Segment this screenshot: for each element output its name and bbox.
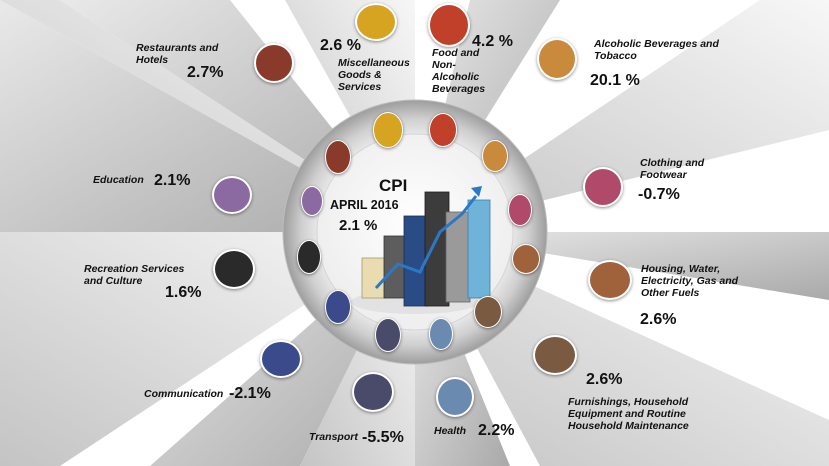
alcohol-label: Alcoholic Beverages and Tobacco bbox=[594, 38, 719, 62]
transport-change: -5.5% bbox=[362, 429, 404, 446]
communication-change: -2.1% bbox=[229, 385, 271, 402]
ring-housing-icon bbox=[512, 244, 540, 274]
health-change: 2.2% bbox=[478, 422, 515, 439]
education-label: Education bbox=[93, 174, 144, 186]
ring-alcohol-icon bbox=[482, 140, 508, 172]
ring-food-icon bbox=[429, 113, 457, 147]
health-photo-icon bbox=[436, 377, 474, 417]
recreation-photo-icon bbox=[213, 249, 255, 289]
clothing-change: -0.7% bbox=[638, 186, 680, 203]
ring-furnishings-icon bbox=[474, 296, 502, 328]
ring-restaurants-icon bbox=[325, 140, 351, 174]
ring-health-icon bbox=[429, 318, 453, 350]
ring-transport-icon bbox=[375, 318, 401, 352]
clothing-photo-icon bbox=[583, 167, 623, 207]
communication-photo-icon bbox=[260, 340, 302, 378]
food-photo-icon bbox=[428, 3, 470, 47]
ring-clothing-icon bbox=[508, 194, 532, 226]
transport-label: Transport bbox=[309, 431, 358, 443]
ring-education-icon bbox=[301, 186, 323, 216]
transport-photo-icon bbox=[352, 372, 394, 412]
center-overall-change: 2.1 % bbox=[339, 217, 378, 234]
ring-misc-icon bbox=[373, 112, 403, 148]
misc-photo-icon bbox=[355, 3, 397, 41]
health-label: Health bbox=[434, 425, 467, 437]
ring-recreation-icon bbox=[297, 240, 321, 274]
clothing-label: Clothing and Footwear bbox=[640, 157, 705, 181]
recreation-change: 1.6% bbox=[165, 284, 202, 301]
food-label: Food and Non-Alcoholic Beverages bbox=[432, 47, 486, 95]
restaurants-change: 2.7% bbox=[187, 64, 224, 81]
furnishings-photo-icon bbox=[533, 335, 577, 375]
misc-change: 2.6 % bbox=[320, 37, 361, 54]
cpi-bar-graphic-icon bbox=[361, 186, 491, 307]
education-photo-icon bbox=[212, 176, 252, 214]
communication-label: Communication bbox=[144, 388, 224, 400]
misc-label: Miscellaneous Goods & Services bbox=[338, 57, 410, 93]
recreation-label: Recreation Services and Culture bbox=[84, 263, 185, 287]
center-period: APRIL 2016 bbox=[330, 198, 399, 212]
housing-change: 2.6% bbox=[640, 311, 677, 328]
food-change: 4.2 % bbox=[472, 33, 513, 50]
alcohol-change: 20.1 % bbox=[590, 72, 640, 89]
center-title: CPI bbox=[379, 176, 408, 195]
furnishings-label: Furnishings, Household Equipment and Rou… bbox=[568, 396, 689, 432]
housing-photo-icon bbox=[588, 260, 632, 300]
restaurants-photo-icon bbox=[254, 43, 294, 83]
restaurants-label: Restaurants and Hotels bbox=[136, 42, 219, 66]
education-change: 2.1% bbox=[154, 172, 191, 189]
furnishings-change: 2.6% bbox=[586, 371, 623, 388]
alcohol-photo-icon bbox=[537, 38, 577, 80]
housing-label: Housing, Water, Electricity, Gas and Oth… bbox=[641, 263, 739, 299]
ring-communication-icon bbox=[325, 290, 351, 324]
